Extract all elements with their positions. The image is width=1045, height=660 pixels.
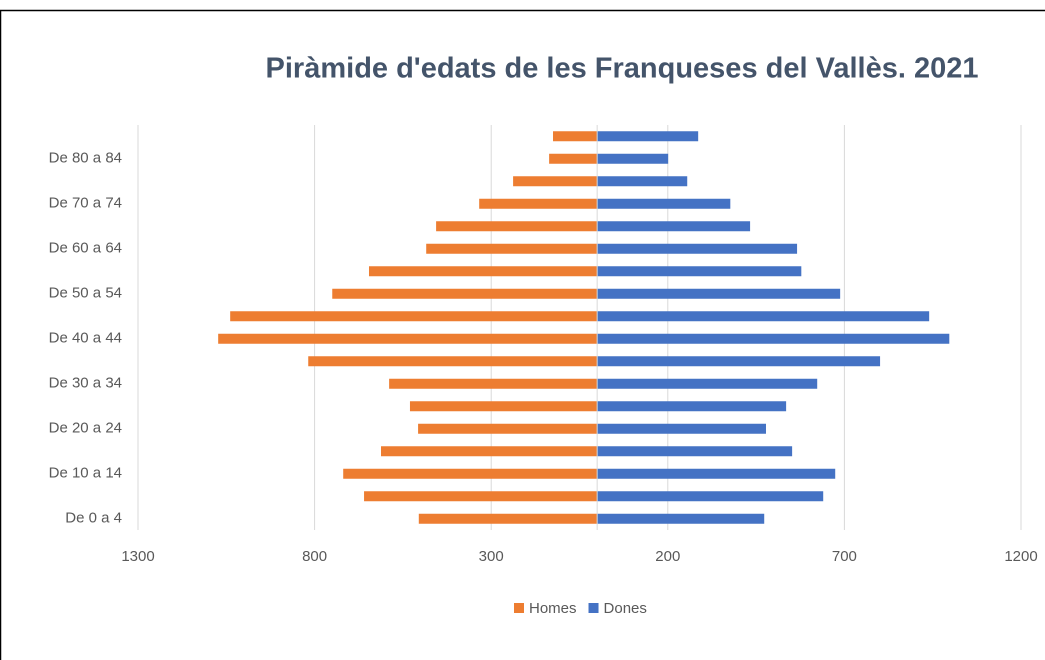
x-tick-label: 200 xyxy=(655,548,680,565)
bar xyxy=(426,243,598,254)
y-tick-label: De 30 a 34 xyxy=(49,375,122,392)
bar xyxy=(597,221,751,232)
bar xyxy=(513,176,598,187)
y-tick-label: De 80 a 84 xyxy=(49,150,122,167)
x-tick-label: 1300 xyxy=(121,548,154,565)
bar xyxy=(381,446,598,457)
bar xyxy=(549,153,598,164)
bar xyxy=(230,311,598,322)
bar xyxy=(597,513,765,524)
bar xyxy=(308,356,598,367)
bar xyxy=(409,401,598,412)
bar xyxy=(597,378,818,389)
x-tick-label: 1200 xyxy=(1004,548,1037,565)
x-tick-label: 700 xyxy=(832,548,857,565)
bar xyxy=(597,198,731,209)
y-tick-label: De 10 a 14 xyxy=(49,465,122,482)
bar xyxy=(597,266,802,277)
y-tick-label: De 50 a 54 xyxy=(49,285,122,302)
y-tick-label: De 60 a 64 xyxy=(49,240,122,257)
bar xyxy=(597,243,798,254)
x-tick-label: 300 xyxy=(479,548,504,565)
bar xyxy=(597,356,881,367)
bar xyxy=(368,266,598,277)
bar xyxy=(597,491,824,502)
y-tick-label: De 0 a 4 xyxy=(65,510,122,527)
bar xyxy=(597,288,841,299)
bar xyxy=(597,153,669,164)
bar xyxy=(597,311,930,322)
bar xyxy=(364,491,598,502)
bar xyxy=(597,176,688,187)
bar xyxy=(218,333,598,344)
bar xyxy=(597,401,787,412)
legend-label: Homes xyxy=(529,600,577,617)
bar xyxy=(479,198,598,209)
bar xyxy=(418,423,598,434)
y-tick-label: De 70 a 74 xyxy=(49,195,122,212)
legend-label: Dones xyxy=(604,600,647,617)
bar xyxy=(389,378,598,389)
y-tick-label: De 20 a 24 xyxy=(49,420,122,437)
bar xyxy=(597,446,793,457)
legend-swatch xyxy=(514,603,524,613)
x-tick-label: 800 xyxy=(302,548,327,565)
chart-title: Piràmide d'edats de les Franqueses del V… xyxy=(266,53,979,85)
bar xyxy=(597,468,836,479)
bar xyxy=(418,513,598,524)
bar xyxy=(597,333,950,344)
frame xyxy=(0,9,1045,660)
bar xyxy=(332,288,598,299)
bar xyxy=(553,131,598,142)
bar xyxy=(436,221,598,232)
bar xyxy=(597,131,699,142)
y-tick-label: De 40 a 44 xyxy=(49,330,122,347)
bar xyxy=(343,468,598,479)
bar xyxy=(597,423,766,434)
legend-swatch xyxy=(588,603,599,613)
